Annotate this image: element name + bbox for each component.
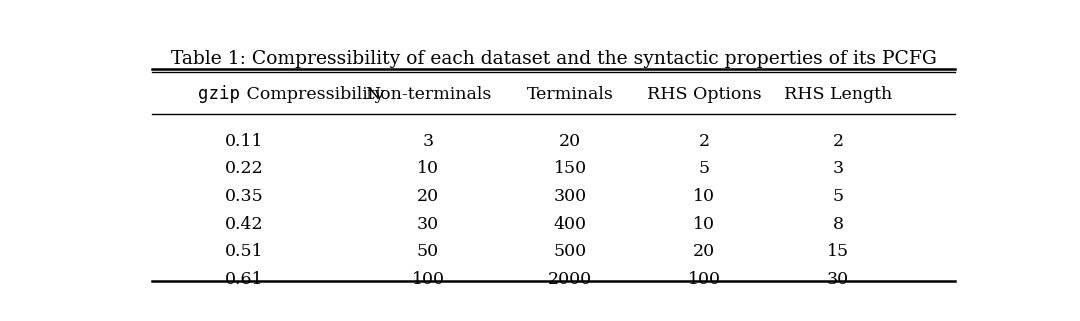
Text: 20: 20 — [559, 133, 581, 150]
Text: gzip: gzip — [198, 85, 240, 103]
Text: 30: 30 — [417, 216, 438, 233]
Text: 2: 2 — [699, 133, 710, 150]
Text: 0.61: 0.61 — [225, 271, 264, 288]
Text: 5: 5 — [699, 160, 710, 177]
Text: 0.51: 0.51 — [225, 243, 264, 260]
Text: 15: 15 — [827, 243, 849, 260]
Text: 10: 10 — [693, 188, 715, 205]
Text: 10: 10 — [417, 160, 438, 177]
Text: 400: 400 — [554, 216, 586, 233]
Text: 0.22: 0.22 — [225, 160, 264, 177]
Text: 10: 10 — [693, 216, 715, 233]
Text: 300: 300 — [554, 188, 586, 205]
Text: 150: 150 — [554, 160, 586, 177]
Text: 2: 2 — [833, 133, 843, 150]
Text: 0.11: 0.11 — [225, 133, 264, 150]
Text: 100: 100 — [688, 271, 720, 288]
Text: 20: 20 — [693, 243, 715, 260]
Text: Table 1: Compressibility of each dataset and the syntactic properties of its PCF: Table 1: Compressibility of each dataset… — [171, 50, 936, 68]
Text: 500: 500 — [554, 243, 586, 260]
Text: 100: 100 — [411, 271, 445, 288]
Text: 3: 3 — [422, 133, 433, 150]
Text: RHS Options: RHS Options — [647, 86, 761, 103]
Text: Terminals: Terminals — [527, 86, 613, 103]
Text: Non-terminals: Non-terminals — [365, 86, 491, 103]
Text: 30: 30 — [827, 271, 849, 288]
Text: RHS Length: RHS Length — [784, 86, 892, 103]
Text: 20: 20 — [417, 188, 438, 205]
Text: 3: 3 — [833, 160, 843, 177]
Text: Compressibility: Compressibility — [241, 86, 384, 103]
Text: 0.42: 0.42 — [225, 216, 264, 233]
Text: 8: 8 — [833, 216, 843, 233]
Text: 0.35: 0.35 — [225, 188, 264, 205]
Text: 5: 5 — [833, 188, 843, 205]
Text: 50: 50 — [417, 243, 438, 260]
Text: 2000: 2000 — [549, 271, 592, 288]
